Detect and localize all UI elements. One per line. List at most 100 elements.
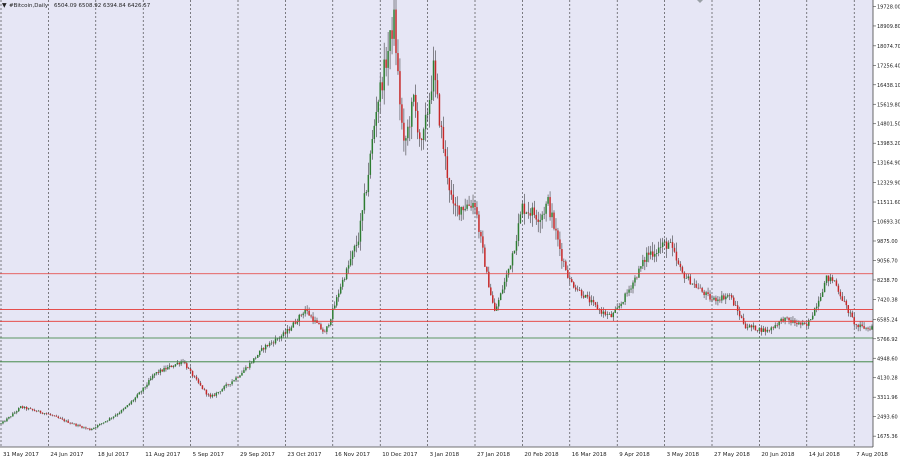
- candle: [565, 259, 567, 271]
- candle: [324, 329, 326, 333]
- candle: [136, 393, 139, 399]
- y-tick-label: 1675.36: [877, 434, 898, 440]
- candle: [373, 119, 376, 144]
- candle: [535, 209, 537, 225]
- candle: [693, 278, 695, 288]
- candle: [764, 326, 767, 336]
- candle: [35, 410, 38, 413]
- candle: [533, 200, 535, 219]
- candle: [77, 423, 79, 428]
- candle: [444, 140, 447, 170]
- candle: [736, 301, 739, 316]
- candle: [841, 292, 844, 302]
- candle: [237, 376, 239, 379]
- candle: [6, 417, 8, 422]
- candle: [276, 338, 279, 341]
- candle: [825, 275, 828, 286]
- y-tick-label: 10693.30: [877, 220, 900, 226]
- candle: [869, 325, 871, 331]
- candle: [578, 287, 581, 292]
- candle: [122, 407, 125, 412]
- candle: [334, 301, 336, 309]
- candle: [302, 311, 304, 319]
- candle: [610, 311, 613, 318]
- candle: [288, 326, 291, 334]
- candle: [729, 293, 731, 301]
- candle: [697, 283, 699, 290]
- candle: [582, 291, 585, 299]
- candle: [118, 411, 121, 415]
- candle: [484, 244, 486, 268]
- candle: [213, 393, 216, 397]
- candle: [87, 428, 89, 430]
- candle: [51, 414, 54, 417]
- y-tick-label: 12329.90: [877, 181, 900, 187]
- candle: [650, 245, 652, 260]
- x-tick-label: 10 Dec 2017: [382, 452, 418, 458]
- candle: [178, 362, 180, 367]
- candle: [808, 318, 810, 330]
- candle: [673, 243, 676, 253]
- candle: [157, 369, 160, 375]
- candle: [363, 183, 366, 214]
- candle: [375, 96, 377, 138]
- candle: [713, 295, 715, 301]
- x-tick-label: 18 Jul 2017: [98, 452, 130, 458]
- candle: [622, 301, 624, 305]
- candle: [4, 419, 6, 423]
- candle: [746, 323, 749, 331]
- candle: [511, 251, 514, 273]
- candle: [573, 281, 575, 289]
- candle: [634, 275, 636, 287]
- y-tick-label: 13164.90: [877, 161, 900, 167]
- candle: [800, 322, 802, 329]
- candle: [815, 303, 818, 313]
- collapse-triangle-icon[interactable]: ▼: [2, 2, 7, 9]
- candle: [49, 413, 52, 416]
- candle: [296, 318, 298, 325]
- candle: [168, 363, 171, 370]
- candle: [155, 371, 158, 376]
- candle: [758, 327, 761, 334]
- candle: [383, 42, 385, 105]
- candle: [203, 387, 206, 391]
- candle: [796, 319, 798, 327]
- candle: [55, 414, 58, 417]
- candle: [112, 416, 115, 420]
- candle: [258, 350, 261, 357]
- candle: [163, 365, 165, 373]
- candle: [207, 393, 210, 397]
- candle: [21, 405, 24, 409]
- candle: [339, 283, 342, 295]
- candle: [620, 301, 622, 309]
- candle: [594, 301, 597, 308]
- candle: [61, 416, 63, 421]
- candle: [760, 325, 763, 336]
- candle: [10, 416, 12, 419]
- candle: [409, 116, 411, 142]
- candle: [855, 323, 857, 330]
- candle: [337, 289, 340, 302]
- candle: [845, 299, 848, 309]
- candle: [255, 356, 257, 360]
- candle: [571, 276, 573, 283]
- candle: [93, 427, 95, 430]
- candle: [369, 150, 372, 179]
- candle: [695, 280, 697, 289]
- candle: [843, 296, 846, 303]
- candle: [833, 280, 836, 282]
- candle: [73, 423, 75, 425]
- candle: [661, 237, 664, 254]
- candle: [322, 327, 324, 334]
- chart-shift-icon[interactable]: [697, 0, 703, 3]
- candle: [616, 303, 618, 310]
- candle: [328, 323, 330, 328]
- candle: [521, 201, 524, 218]
- candle: [89, 427, 91, 431]
- candle: [734, 300, 737, 306]
- candle: [663, 238, 666, 246]
- candle: [27, 407, 30, 411]
- candle: [784, 317, 786, 325]
- candle: [120, 409, 123, 414]
